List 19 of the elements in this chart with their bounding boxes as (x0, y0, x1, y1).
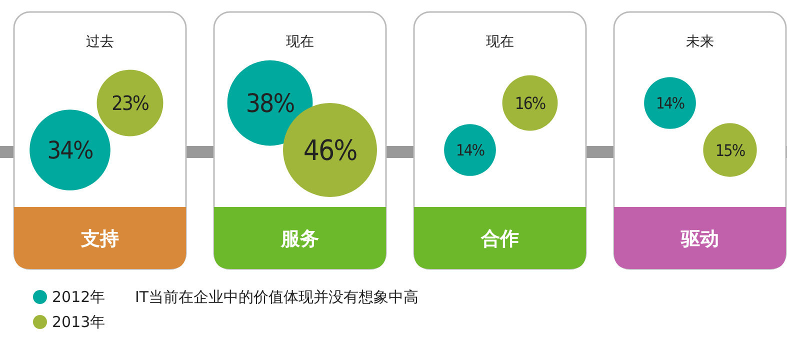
legend-label: 2013年 (52, 313, 106, 331)
data-label: 15% (715, 140, 745, 160)
category-label: 支持 (80, 228, 119, 250)
category-label: 服务 (280, 228, 319, 250)
text: 未来 (686, 34, 714, 50)
legend-label: 2012年 (52, 288, 106, 306)
data-label: 46% (303, 134, 357, 168)
category-label: 合作 (480, 228, 519, 250)
data-label: 38% (246, 89, 294, 120)
text: 过去 (86, 34, 114, 50)
text: IT当前在企业中的价值体现并没有想象中高 (135, 288, 419, 306)
data-label: 14% (656, 94, 685, 113)
data-label: 14% (456, 142, 485, 160)
data-label: 34% (47, 136, 94, 165)
data-label: 23% (112, 91, 150, 116)
text: 现在 (486, 34, 514, 50)
text: 现在 (286, 34, 314, 50)
category-label: 驱动 (680, 228, 719, 250)
data-label: 16% (514, 94, 546, 113)
